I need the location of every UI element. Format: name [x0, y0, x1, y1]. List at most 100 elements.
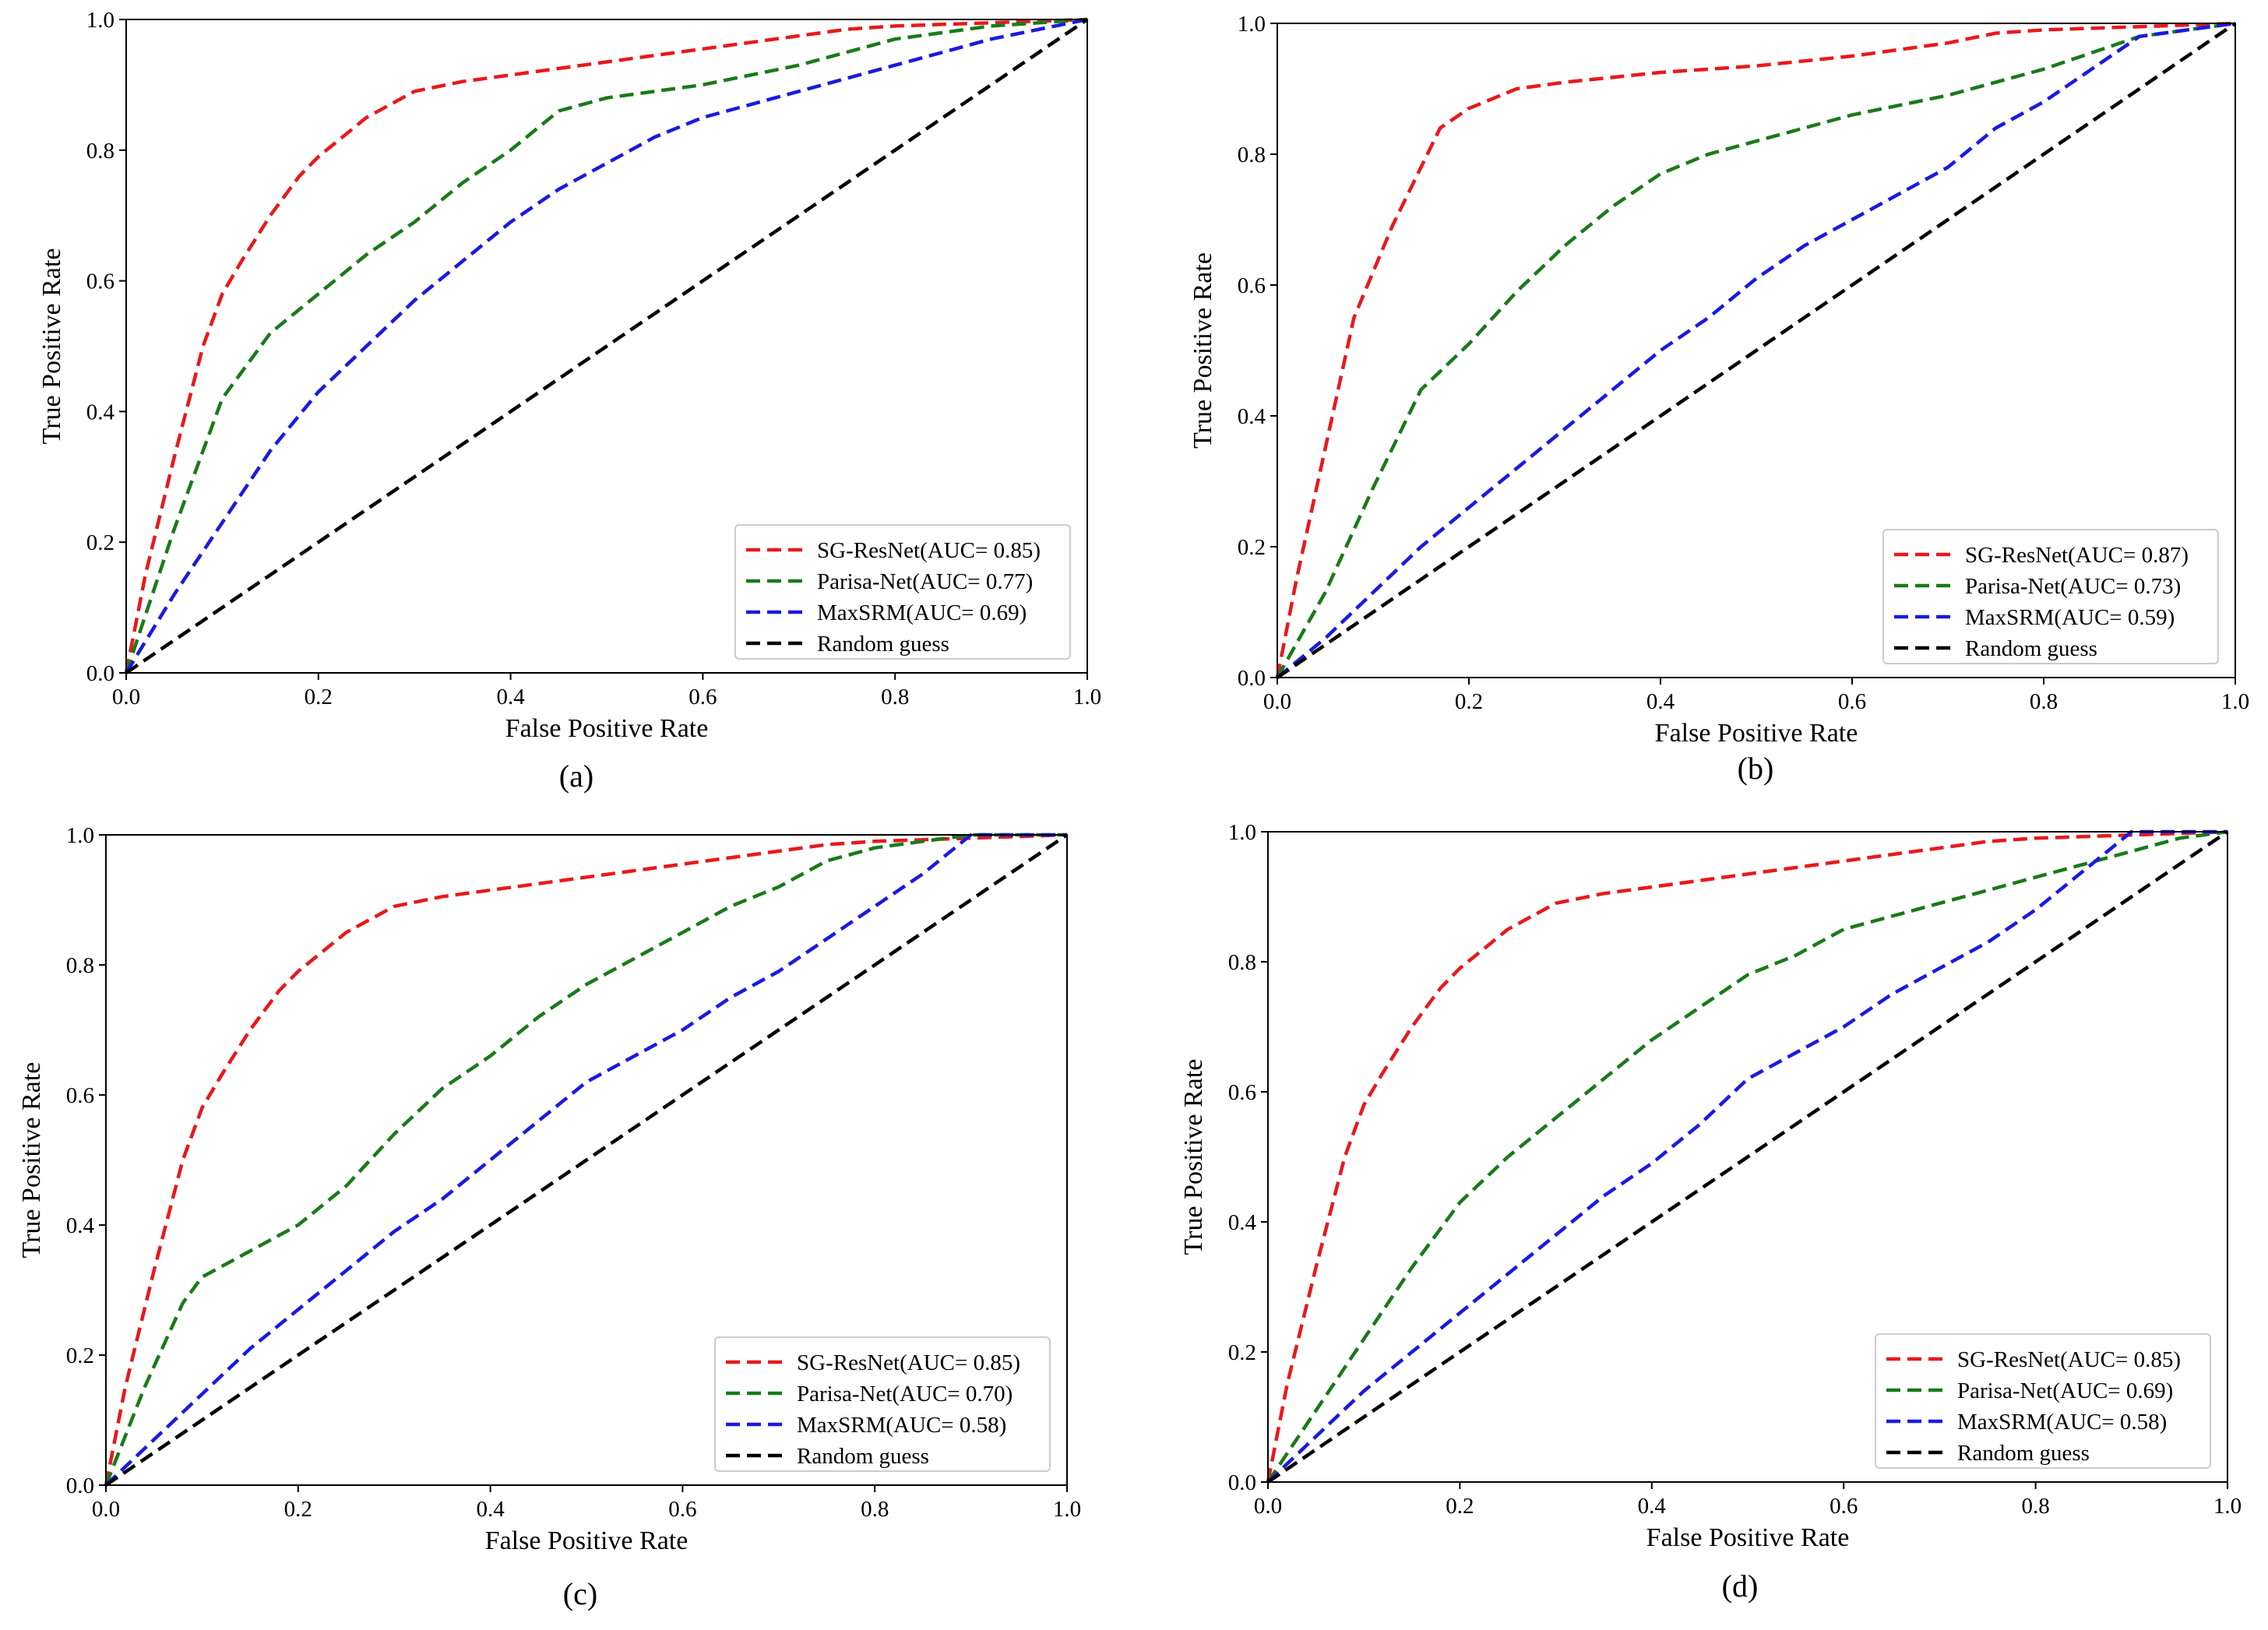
y-tick-label: 1.0	[1238, 12, 1266, 37]
legend-label: MaxSRM(AUC= 0.58)	[797, 1413, 1006, 1438]
chart-panel-1: 0.0 0.2 0.4 0.6 0.8 1.0 0.0 0.2 0.4 0.6 0.8 1.0 Fals…	[37, 8, 1101, 794]
legend-label: Parisa-Net(AUC= 0.69)	[1957, 1378, 2173, 1403]
legend: SG-ResNet(AUC= 0.85) Parisa-Net(AUC= 0.69…	[1875, 1333, 2211, 1469]
legend-label: Random guess	[797, 1444, 929, 1469]
y-axis-label: True Positive Rate	[37, 248, 66, 445]
x-tick-label: 0.2	[305, 685, 333, 709]
plot-frame	[125, 19, 1088, 674]
y-tick-label: 0.2	[86, 530, 114, 555]
x-tick-label: 0.4	[1638, 1494, 1667, 1519]
legend-label: Random guess	[817, 632, 949, 657]
y-tick-label: 1.0	[86, 8, 114, 33]
legend-label: SG-ResNet(AUC= 0.85)	[1957, 1347, 2181, 1372]
series-line-4	[1276, 22, 2237, 679]
y-axis-label: True Positive Rate	[1189, 252, 1217, 449]
panel-caption: (d)	[1722, 1568, 1759, 1604]
plot-frame	[105, 834, 1068, 1486]
chart-panel-3: 0.0 0.2 0.4 0.6 0.8 1.0 0.0 0.2 0.4 0.6 0.8 1.0 Fals…	[17, 823, 1081, 1611]
legend-box	[734, 524, 1071, 660]
legend-label: Parisa-Net(AUC= 0.77)	[817, 569, 1033, 594]
legend-label: Parisa-Net(AUC= 0.70)	[797, 1382, 1012, 1406]
y-tick-label: 0.6	[66, 1083, 94, 1108]
x-tick-label: 0.2	[1455, 689, 1483, 714]
legend-label: SG-ResNet(AUC= 0.85)	[817, 538, 1041, 563]
legend-label: SG-ResNet(AUC= 0.87)	[1965, 543, 2189, 568]
series-line-3	[104, 833, 1067, 1487]
legend-label: MaxSRM(AUC= 0.58)	[1957, 1410, 2167, 1435]
y-tick-label: 1.0	[66, 823, 94, 848]
series-line-1	[104, 833, 1068, 1486]
series-line-2	[124, 17, 1088, 674]
x-tick-label: 1.0	[1053, 1497, 1081, 1522]
x-axis-label: False Positive Rate	[485, 1526, 688, 1555]
x-tick-label: 0.0	[112, 685, 140, 709]
y-tick-label: 0.4	[66, 1213, 95, 1238]
y-tick-label: 0.6	[1228, 1080, 1256, 1105]
chart-panel-4: 0.0 0.2 0.4 0.6 0.8 1.0 0.0 0.2 0.4 0.6 0.8 1.0 Fals…	[1179, 820, 2242, 1604]
x-tick-label: 0.6	[1838, 689, 1866, 714]
x-tick-label: 0.8	[2021, 1494, 2049, 1519]
legend: SG-ResNet(AUC= 0.85) Parisa-Net(AUC= 0.77…	[734, 524, 1071, 660]
legend-label: SG-ResNet(AUC= 0.85)	[797, 1350, 1020, 1375]
x-tick-label: 0.6	[1830, 1494, 1858, 1519]
legend-label: MaxSRM(AUC= 0.69)	[817, 600, 1027, 625]
series-line-4	[125, 18, 1089, 674]
panel-caption: (a)	[559, 759, 593, 794]
series-line-1	[1275, 21, 2236, 678]
series-line-1	[124, 17, 1088, 674]
y-axis-label: True Positive Rate	[1179, 1059, 1208, 1255]
y-tick-label: 0.4	[1228, 1210, 1257, 1235]
series-line-3	[1276, 21, 2236, 679]
legend-box	[1875, 1333, 2211, 1469]
y-tick-label: 0.2	[1228, 1340, 1256, 1365]
x-tick-label: 0.8	[861, 1497, 889, 1522]
series-line-2	[1276, 21, 2236, 679]
x-tick-label: 0.2	[284, 1497, 312, 1522]
legend: SG-ResNet(AUC= 0.87) Parisa-Net(AUC= 0.73…	[1882, 529, 2219, 664]
legend: SG-ResNet(AUC= 0.85) Parisa-Net(AUC= 0.70…	[714, 1336, 1051, 1472]
x-tick-label: 1.0	[1073, 685, 1101, 709]
panel-caption: (c)	[563, 1576, 597, 1611]
series-line-1	[1266, 829, 2228, 1483]
x-tick-label: 0.6	[668, 1497, 696, 1522]
y-tick-label: 0.8	[66, 953, 94, 978]
y-tick-label: 0.2	[66, 1343, 94, 1368]
x-tick-label: 0.4	[496, 685, 525, 709]
y-tick-label: 0.8	[1238, 143, 1266, 167]
x-tick-label: 0.4	[1646, 689, 1675, 714]
y-tick-label: 1.0	[1228, 820, 1256, 845]
x-tick-label: 0.0	[1254, 1494, 1282, 1519]
x-tick-label: 0.4	[476, 1497, 505, 1522]
y-tick-label: 0.2	[1238, 535, 1266, 560]
x-tick-label: 0.8	[2030, 689, 2058, 714]
y-tick-label: 0.8	[86, 139, 114, 164]
series-line-4	[1266, 830, 2229, 1484]
x-tick-label: 1.0	[2213, 1494, 2242, 1519]
y-tick-label: 0.0	[1238, 666, 1266, 691]
y-tick-label: 0.8	[1228, 950, 1256, 975]
plot-frame	[1267, 831, 2228, 1483]
x-tick-label: 1.0	[2221, 689, 2249, 714]
series-line-2	[104, 833, 1067, 1486]
y-tick-label: 0.6	[1238, 273, 1266, 298]
panel-caption: (b)	[1738, 751, 1774, 786]
series-line-4	[104, 833, 1069, 1487]
x-tick-label: 0.0	[1263, 689, 1291, 714]
x-tick-label: 0.0	[92, 1497, 120, 1522]
legend-label: Random guess	[1965, 636, 2097, 661]
x-axis-label: False Positive Rate	[505, 714, 709, 743]
chart-panel-2: 0.0 0.2 0.4 0.6 0.8 1.0 0.0 0.2 0.4 0.6 0.8 1.0 Fals…	[1189, 12, 2249, 786]
x-tick-label: 0.8	[881, 685, 909, 709]
y-tick-label: 0.0	[66, 1473, 94, 1498]
y-tick-label: 0.4	[1238, 404, 1266, 429]
plot-frame	[1277, 23, 2236, 678]
x-axis-label: False Positive Rate	[1646, 1523, 1850, 1552]
legend-box	[1882, 529, 2219, 664]
y-tick-label: 0.0	[1228, 1470, 1256, 1495]
series-line-3	[125, 17, 1088, 674]
legend-box	[714, 1336, 1051, 1472]
series-line-2	[1266, 829, 2228, 1484]
x-tick-label: 0.6	[688, 685, 717, 709]
x-tick-label: 0.2	[1446, 1494, 1474, 1519]
